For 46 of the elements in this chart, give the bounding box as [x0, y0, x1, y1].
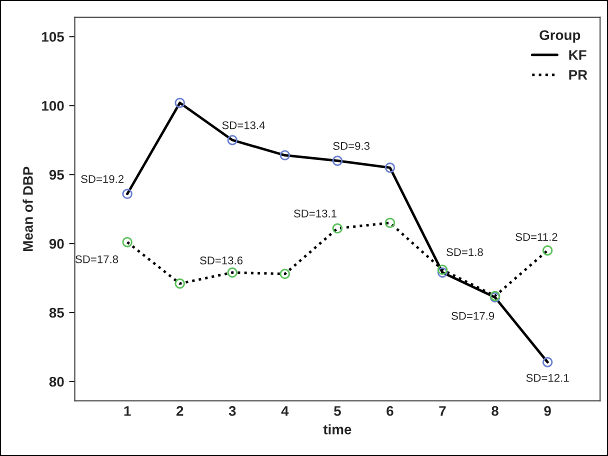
x-tick-label: 3	[228, 406, 236, 416]
annotation: SD=17.8	[75, 255, 118, 264]
y-tick-label: 80	[49, 376, 64, 387]
x-tick-label: 9	[544, 406, 551, 416]
point	[174, 278, 186, 289]
x-tick-label: 7	[439, 406, 446, 416]
point	[542, 357, 553, 368]
x-tick-label: 2	[176, 406, 184, 416]
y-tick-label: 85	[49, 308, 64, 318]
annotation: SD=9.3	[333, 142, 370, 150]
y-axis-title: Mean of DBP	[22, 166, 33, 251]
point	[174, 98, 186, 108]
x-tick-label: 4	[281, 406, 289, 416]
y-tick-label: 90	[49, 238, 64, 249]
y-tick-label: 100	[42, 100, 64, 111]
point	[280, 268, 290, 280]
point	[437, 267, 448, 278]
y-tick-label: 105	[42, 32, 64, 42]
x-tick-label: 6	[386, 406, 394, 416]
legend-title: Group	[540, 30, 580, 43]
point	[384, 218, 396, 228]
annotation: SD=13.4	[222, 121, 265, 130]
legend-label: KF	[569, 50, 586, 60]
x-tick-label: 5	[334, 406, 341, 416]
annotation: SD=19.2	[81, 175, 124, 183]
point	[332, 156, 343, 166]
annotation: SD=13.6	[200, 256, 243, 264]
point	[542, 245, 553, 256]
point	[227, 134, 238, 146]
point	[437, 264, 448, 275]
point	[227, 267, 238, 278]
x-axis-title: time	[323, 424, 352, 434]
annotation: SD=11.2	[516, 233, 558, 241]
point	[122, 237, 132, 248]
y-tick-label: 95	[49, 170, 64, 180]
x-tick-label: 1	[124, 406, 131, 416]
annotation: SD=1.8	[446, 248, 483, 256]
point	[332, 223, 343, 234]
point	[384, 162, 396, 173]
point	[280, 150, 290, 160]
point	[122, 188, 132, 200]
annotation: SD=12.1	[526, 374, 569, 382]
annotation: SD=17.9	[452, 312, 494, 320]
annotation: SD=13.1	[294, 210, 336, 218]
legend-label: PR	[569, 70, 588, 80]
x-tick-label: 8	[492, 406, 498, 416]
